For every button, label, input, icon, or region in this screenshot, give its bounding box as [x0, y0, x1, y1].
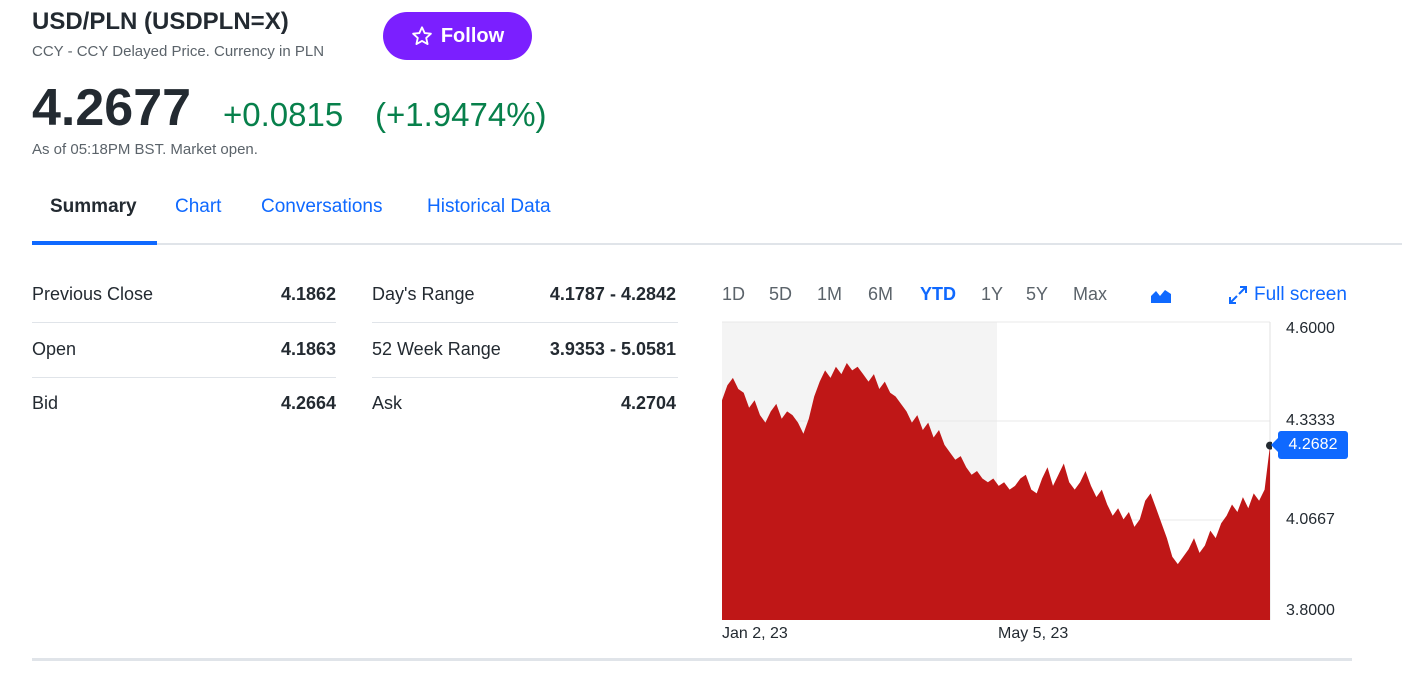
star-icon [412, 26, 432, 45]
price-change-percent: (+1.9474%) [375, 96, 547, 133]
page-title: USD/PLN (USDPLN=X) [32, 8, 289, 35]
fullscreen-button[interactable]: Full screen [1228, 284, 1347, 306]
follow-button[interactable]: Follow [383, 12, 532, 60]
stat-value: 4.1863 [280, 339, 336, 359]
section-divider [32, 658, 1352, 661]
stat-row-ask: Ask 4.2704 [372, 377, 678, 432]
stat-label: Ask [372, 393, 403, 413]
tab-historical-data[interactable]: Historical Data [427, 196, 551, 217]
tab-conversations[interactable]: Conversations [261, 196, 383, 217]
range-1d[interactable]: 1D [722, 284, 746, 304]
area-chart-icon[interactable] [1151, 287, 1171, 303]
y-tick-label: 3.8000 [1286, 602, 1335, 619]
stat-label: Day's Range [372, 284, 475, 304]
current-price-tag: 4.2682 [1271, 431, 1348, 459]
follow-label: Follow [440, 24, 505, 47]
stat-row-52-week-range: 52 Week Range 3.9353 - 5.0581 [372, 323, 678, 378]
stat-row-bid: Bid 4.2664 [32, 377, 336, 432]
y-tick-label: 4.0667 [1286, 511, 1335, 528]
stat-label: Bid [32, 393, 59, 413]
stat-value: 4.2664 [280, 393, 336, 413]
price-chart[interactable] [722, 320, 1272, 622]
stat-value: 4.1787 - 4.2842 [549, 284, 676, 304]
stat-value: 4.1862 [280, 284, 336, 304]
tabs-divider-right [157, 243, 1402, 245]
expand-icon [1229, 286, 1247, 304]
range-max[interactable]: Max [1073, 284, 1108, 304]
stat-label: 52 Week Range [372, 339, 501, 359]
tab-summary[interactable]: Summary [50, 196, 137, 217]
current-price: 4.2677 [32, 79, 192, 137]
fullscreen-label: Full screen [1254, 284, 1347, 305]
y-tick-label: 4.3333 [1286, 412, 1335, 429]
price-area [722, 363, 1270, 620]
page-subtitle: CCY - CCY Delayed Price. Currency in PLN [32, 43, 325, 60]
range-5y[interactable]: 5Y [1026, 284, 1049, 304]
range-5d[interactable]: 5D [769, 284, 793, 304]
range-1y[interactable]: 1Y [981, 284, 1004, 304]
stat-row-previous-close: Previous Close 4.1862 [32, 268, 336, 323]
y-tick-label: 4.6000 [1286, 320, 1335, 337]
active-tab-indicator [32, 241, 157, 245]
stat-label: Previous Close [32, 284, 154, 304]
last-price-dot [1266, 441, 1272, 450]
stat-value: 4.2704 [620, 393, 676, 413]
stat-row-open: Open 4.1863 [32, 323, 336, 378]
range-6m[interactable]: 6M [868, 284, 894, 304]
tab-chart[interactable]: Chart [175, 196, 222, 217]
x-tick-label: May 5, 23 [998, 625, 1069, 642]
range-1m[interactable]: 1M [817, 284, 843, 304]
stat-value: 3.9353 - 5.0581 [549, 339, 676, 359]
range-ytd[interactable]: YTD [920, 284, 956, 304]
x-tick-label: Jan 2, 23 [722, 625, 788, 642]
stat-row-days-range: Day's Range 4.1787 - 4.2842 [372, 268, 678, 323]
market-time: As of 05:18PM BST. Market open. [32, 141, 258, 158]
price-change: +0.0815 [223, 96, 344, 133]
stat-label: Open [32, 339, 77, 359]
